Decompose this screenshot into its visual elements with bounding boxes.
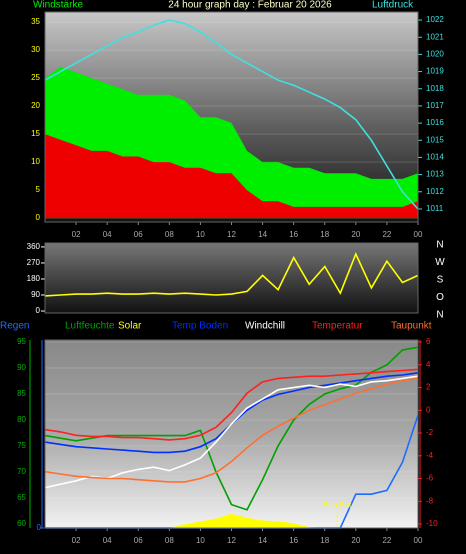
y-tick-label: 75 (17, 441, 26, 450)
y2-tick-label: -6 (426, 474, 434, 483)
x-tick-label: 08 (165, 536, 174, 545)
line (44, 19, 419, 210)
x-tick-label: 12 (227, 230, 236, 239)
y2-tick-label: -4 (426, 451, 434, 460)
y-tick-label: 0 (36, 306, 41, 315)
y-tick-label: 5 (36, 185, 41, 194)
y2-tick-label: -2 (426, 428, 434, 437)
y2-tick-label: 1016 (426, 118, 444, 127)
y-tick-label: 10 (31, 157, 40, 166)
y2-tick-label: 1018 (426, 84, 444, 93)
y2-tick-label: 1015 (426, 135, 444, 144)
y2-tick-label: 2 (426, 383, 431, 392)
y2-tick-label: 1012 (426, 187, 444, 196)
y2-axis-title: Luftdruck (372, 0, 414, 11)
x-tick-label: 06 (134, 230, 143, 239)
y-tick-label: 80 (17, 415, 26, 424)
y2-tick-label: 1021 (426, 32, 444, 41)
y-tick-label: 70 (17, 467, 26, 476)
y-tick-label: 65 (17, 493, 26, 502)
x-tick-label: 20 (351, 230, 360, 239)
x-tick-label: 02 (72, 230, 81, 239)
line (44, 251, 419, 297)
y2-tick-label: 1013 (426, 170, 444, 179)
x-tick-label: 08 (165, 230, 174, 239)
x-tick-label: 22 (382, 536, 391, 545)
y2-tick-label: 0 (426, 405, 431, 414)
x-tick-label: 14 (258, 230, 267, 239)
plot-background (45, 243, 418, 313)
direction-label: N (436, 310, 443, 321)
direction-label: S (437, 275, 444, 286)
y2-tick-label: -10 (426, 519, 438, 528)
y2-tick-label: 1011 (426, 204, 444, 213)
y-tick-label: 270 (27, 258, 41, 267)
direction-label: N (436, 240, 443, 251)
direction-label: W (435, 257, 445, 268)
y-tick-label: 20 (31, 101, 40, 110)
y-tick-label: 90 (31, 290, 40, 299)
chart-title: 24 hour graph day : Februar 20 2026 (168, 0, 332, 11)
x-tick-label: 18 (320, 230, 329, 239)
x-tick-label: 16 (289, 230, 298, 239)
x-tick-label: 12 (227, 536, 236, 545)
y-tick-label: 85 (17, 389, 26, 398)
y2-tick-label: 1017 (426, 101, 444, 110)
plot-frame (44, 11, 419, 223)
legend-entry: Taupunkt (391, 321, 432, 332)
legend-entry: Temperatur (312, 321, 363, 332)
plot-background (45, 340, 418, 528)
x-tick-label: 00 (414, 230, 423, 239)
y-tick-label: 0 (36, 213, 41, 222)
y2-tick-label: 1022 (426, 15, 444, 24)
y2-tick-label: 4 (426, 360, 431, 369)
legend-entry: Windchill (245, 321, 285, 332)
x-tick-label: 10 (196, 230, 205, 239)
y-tick-label: 25 (31, 73, 40, 82)
y2-tick-label: 1020 (426, 50, 444, 59)
area (45, 134, 418, 219)
annotation: Sun Set (323, 501, 352, 510)
line (44, 368, 419, 441)
y-tick-label: 95 (17, 337, 26, 346)
legend-entry: Regen (0, 321, 29, 332)
plot-frame (44, 242, 419, 314)
y-axis-title: Windstärke (33, 0, 83, 11)
y-tick-label: 15 (31, 129, 40, 138)
y3-tick-label: 0 (37, 523, 42, 532)
x-tick-label: 10 (196, 536, 205, 545)
y-tick-label: 30 (31, 45, 40, 54)
y-tick-label: 35 (31, 17, 40, 26)
area (45, 513, 418, 528)
x-tick-label: 04 (103, 536, 112, 545)
x-tick-label: 14 (258, 536, 267, 545)
y2-tick-label: -8 (426, 496, 434, 505)
x-tick-label: 04 (103, 230, 112, 239)
x-tick-label: 02 (72, 536, 81, 545)
y-tick-label: 360 (27, 242, 41, 251)
y-tick-label: 90 (17, 363, 26, 372)
direction-label: O (436, 292, 444, 303)
x-tick-label: 16 (289, 536, 298, 545)
x-tick-label: 06 (134, 536, 143, 545)
legend-entry: Temp Boden (172, 321, 228, 332)
y-tick-label: 180 (27, 274, 41, 283)
y2-tick-label: 1019 (426, 67, 444, 76)
legend-entry: Luftfeuchte (65, 321, 115, 332)
x-tick-label: 00 (414, 536, 423, 545)
plot-frame (44, 339, 419, 529)
y2-tick-label: 1014 (426, 153, 444, 162)
y-tick-label: 60 (17, 519, 26, 528)
legend-entry: Solar (118, 321, 142, 332)
x-tick-label: 22 (382, 230, 391, 239)
line (44, 377, 419, 483)
y2-tick-label: 6 (426, 337, 431, 346)
x-tick-label: 18 (320, 536, 329, 545)
x-tick-label: 20 (351, 536, 360, 545)
